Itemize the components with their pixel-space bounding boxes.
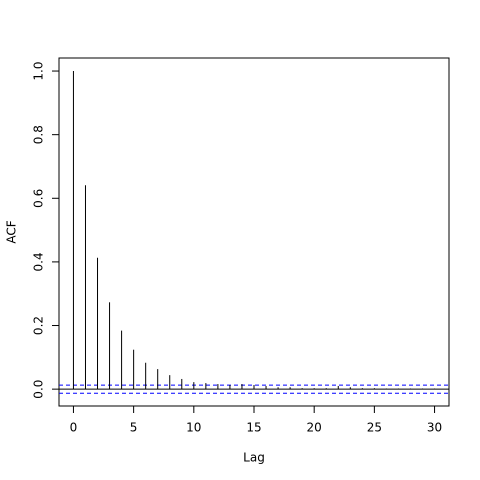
y-tick-label: 0.8 [32, 125, 46, 144]
x-tick-label: 10 [186, 421, 201, 435]
y-tick-label: 0.4 [32, 252, 46, 271]
x-tick-label: 20 [307, 421, 322, 435]
y-tick-label: 0.6 [32, 189, 46, 208]
x-tick-label: 0 [70, 421, 78, 435]
y-tick-label: 0.0 [32, 380, 46, 399]
plot-frame [58, 57, 450, 407]
x-tick-label: 25 [367, 421, 382, 435]
x-tick-label: 15 [246, 421, 261, 435]
x-tick-label: 30 [427, 421, 442, 435]
y-axis-label: ACF [5, 220, 19, 243]
x-tick-label: 5 [130, 421, 138, 435]
x-axis-label: Lag [243, 451, 265, 465]
y-tick-label: 1.0 [32, 61, 46, 80]
y-tick-label: 0.2 [32, 316, 46, 335]
